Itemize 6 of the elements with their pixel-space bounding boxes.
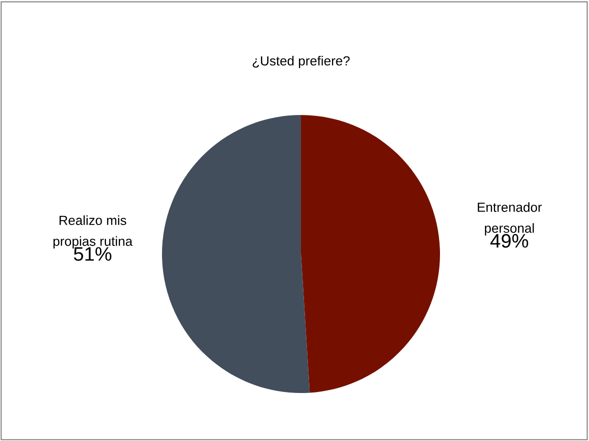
- chart-title: ¿Usted prefiere?: [252, 56, 350, 68]
- pie-slice: [301, 115, 440, 393]
- data-label: 49%: [490, 234, 528, 248]
- pie-slice: [162, 115, 310, 393]
- slice-label: Entrenador personal: [478, 202, 542, 236]
- data-label: 51%: [74, 247, 112, 261]
